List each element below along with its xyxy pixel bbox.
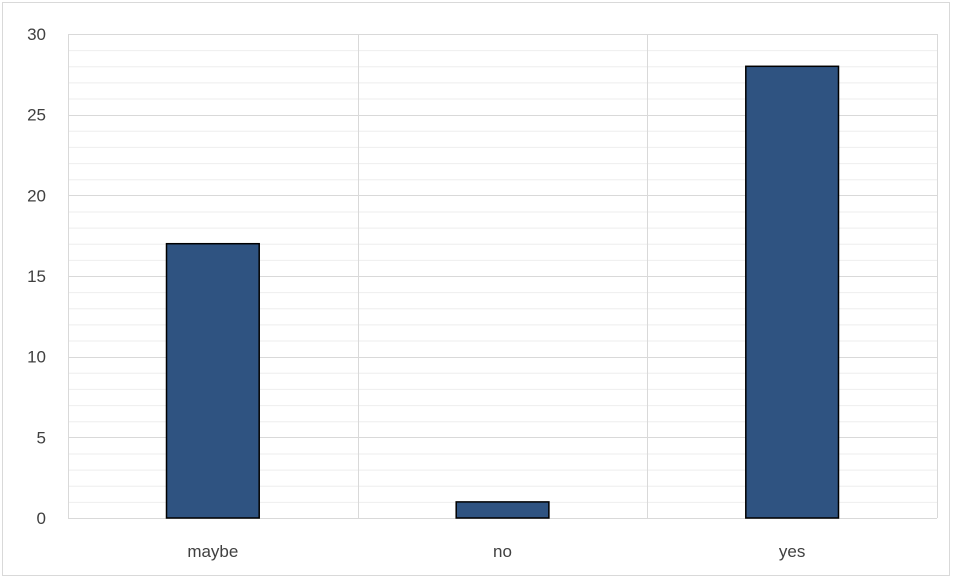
x-category-label: yes	[779, 542, 805, 561]
x-axis-category-labels: maybe no yes	[187, 542, 805, 561]
y-axis-tick-labels: 0 5 10 15 20 25 30	[27, 25, 46, 528]
y-tick-label: 30	[27, 25, 46, 44]
bar-yes	[745, 65, 840, 519]
y-tick-label: 0	[37, 509, 46, 528]
bar-maybe	[165, 242, 260, 519]
y-tick-label: 5	[37, 428, 46, 447]
x-category-label: no	[493, 542, 512, 561]
y-tick-label: 10	[27, 348, 46, 367]
bars	[165, 65, 840, 519]
x-category-label: maybe	[187, 542, 238, 561]
category-separators	[68, 34, 938, 518]
y-tick-label: 25	[27, 106, 46, 125]
bar-no	[455, 501, 550, 519]
y-tick-label: 20	[27, 186, 46, 205]
y-tick-label: 15	[27, 267, 46, 286]
